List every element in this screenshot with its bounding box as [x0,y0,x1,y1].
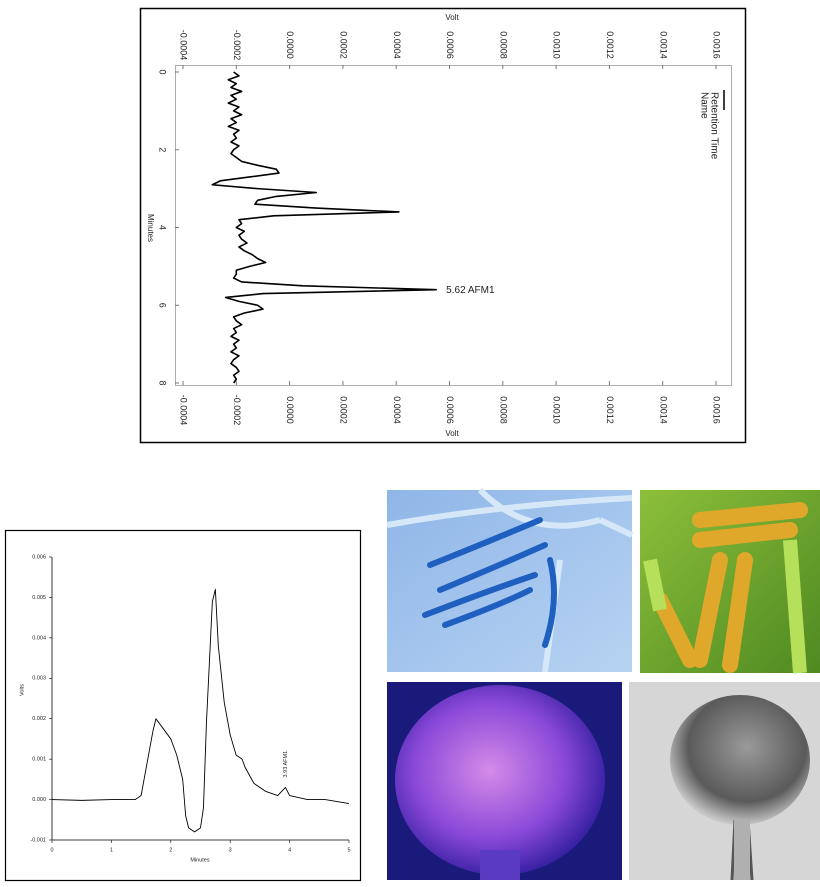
micrograph-aspergillus-green [640,490,820,674]
y-tick-label: 0.0010 [552,31,562,59]
y-tick-label: 0.0008 [498,31,508,59]
y-axis-label: Volt [445,429,459,438]
y-tick-label: 0.001 [32,757,46,763]
y-tick-label: 0.000 [32,797,46,803]
y-tick-label: 0.0012 [605,396,615,424]
y-tick-label: -0.0002 [232,30,242,61]
y-tick-label: 0.0014 [658,31,668,59]
y-tick-label: -0.001 [30,837,46,843]
x-tick-label: 4 [158,225,168,230]
y-tick-label: 0.0008 [498,396,508,424]
y-tick-label: 0.0004 [392,31,402,59]
x-tick-label: 4 [288,847,291,853]
x-axis-label: Minutes [190,857,210,863]
x-tick-label: 0 [158,69,168,74]
y-axis-label: Volts [19,684,25,696]
y-tick-label: 0.002 [32,716,46,722]
trace [51,588,350,833]
x-tick-label: 5 [347,847,350,853]
plot-frame [175,65,732,386]
y-tick-label: 0.0006 [445,396,455,424]
micrograph-fusarium [386,487,634,673]
annotation: 3.93 AFM1 [283,751,289,778]
x-tick-label: 3 [229,847,232,853]
y-tick-label: 0.0006 [445,31,455,59]
y-tick-label: 0.006 [32,554,46,560]
y-tick-label: 0.0000 [285,31,295,59]
annotation: 5.62 AFM1 [446,285,495,296]
y-tick-label: -0.0002 [232,395,242,426]
trace [211,71,437,384]
x-axis-label: Minutes [146,214,155,242]
x-tick-label: 8 [158,380,168,385]
chart-frame [4,529,362,882]
y-tick-label: 0.0004 [392,396,402,424]
micrograph-conidiophore-purple [387,682,622,880]
y-tick-label: 0.003 [32,676,46,682]
y-tick-label: 0.0010 [552,396,562,424]
y-axis-label: Volt [445,13,459,22]
y-tick-label: 0.004 [32,635,46,641]
y-tick-label: 0.0002 [339,31,349,59]
x-tick-label: 6 [158,303,168,308]
y-tick-label: 0.0000 [285,396,295,424]
y-tick-label: 0.0002 [339,396,349,424]
legend-label: Retention Time [708,92,719,160]
x-tick-label: 2 [169,847,172,853]
legend-label: Name [698,92,709,119]
y-tick-label: 0.0014 [658,396,668,424]
x-tick-label: 0 [50,847,53,853]
y-tick-label: 0.005 [32,595,46,601]
x-tick-label: 1 [110,847,113,853]
y-tick-label: 0.0016 [712,31,722,59]
y-tick-label: 0.0016 [712,396,722,424]
y-tick-label: -0.0004 [179,30,189,61]
y-tick-label: 0.0012 [605,31,615,59]
micrograph-conidiophore-gray [629,682,820,881]
y-tick-label: -0.0004 [179,395,189,426]
x-tick-label: 2 [158,147,168,152]
chart-frame [139,7,747,444]
